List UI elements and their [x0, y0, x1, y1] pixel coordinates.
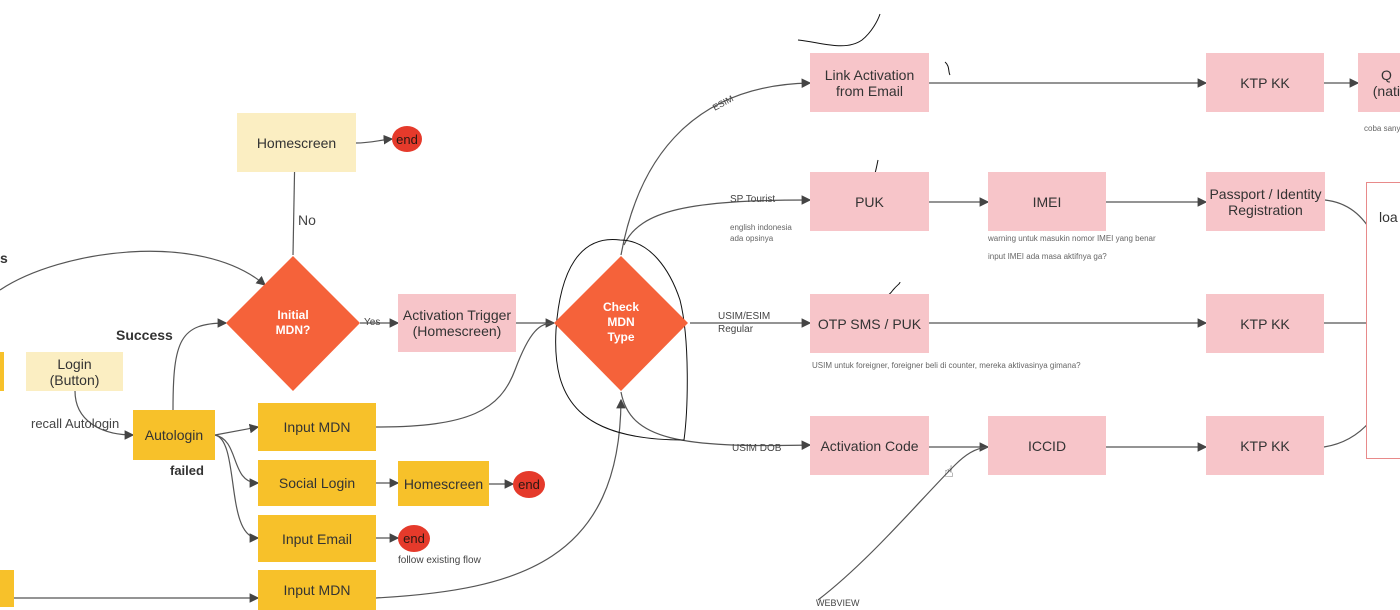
english-note: english indonesia ada opsinya [730, 223, 792, 243]
check-to-link [620, 78, 812, 256]
autologin-node[interactable]: Autologin [133, 410, 215, 460]
follow-existing-label: follow existing flow [398, 555, 481, 566]
social-login-node[interactable]: Social Login [258, 460, 376, 506]
inputmdn-to-check [375, 322, 555, 428]
input-mdn-node-2[interactable]: Input MDN [258, 570, 376, 610]
login-button-node[interactable]: Login (Button) [26, 352, 123, 391]
ktp-kk-node-2[interactable]: KTP KK [1206, 294, 1324, 353]
usim-esim-label: USIM/ESIM Regular [718, 311, 771, 335]
usim-dob-label: USIM DOB [732, 443, 782, 454]
hand-cursor-icon: ☝ [944, 464, 954, 481]
check-to-activation [620, 391, 812, 450]
q-node-partial[interactable]: Q (nati [1358, 53, 1400, 112]
check-mdn-diamond [554, 256, 688, 391]
input-email-node[interactable]: Input Email [258, 515, 376, 562]
yes-label: Yes [364, 317, 381, 328]
imei-node[interactable]: IMEI [988, 172, 1106, 231]
left-edge-block-1 [0, 352, 4, 391]
incoming-curve [0, 250, 266, 291]
webview-curve [817, 446, 989, 601]
activation-trigger-node[interactable]: Activation Trigger (Homescreen) [398, 294, 516, 352]
loa-container-partial[interactable]: loa [1366, 182, 1400, 459]
iccid-node[interactable]: ICCID [988, 416, 1106, 475]
sketch-mark-4 [944, 61, 951, 76]
homescreen-top-node[interactable]: Homescreen [237, 113, 356, 172]
autologin-to-email [214, 434, 260, 543]
end-node-2[interactable]: end [513, 471, 545, 498]
usim-note: USIM untuk foreigner, foreigner beli di … [812, 361, 1081, 370]
coba-note: coba sany [1364, 124, 1400, 133]
webview-label: WEBVIEW [816, 598, 860, 608]
s-partial-label: s [0, 250, 8, 266]
homescreen-to-end [355, 134, 394, 145]
sp-tourist-label: SP Tourist [730, 194, 776, 205]
no-label: No [298, 212, 316, 228]
end-node-3[interactable]: end [398, 525, 430, 552]
ktp-kk-node-3[interactable]: KTP KK [1206, 416, 1324, 475]
login-to-autologin [74, 390, 135, 440]
success-label: Success [116, 327, 173, 343]
ktp-kk-node-1[interactable]: KTP KK [1206, 53, 1324, 112]
check-to-puk [623, 195, 812, 246]
input-imei-note: input IMEI ada masa aktifnya ga? [988, 252, 1107, 261]
otp-sms-puk-node[interactable]: OTP SMS / PUK [810, 294, 929, 353]
puk-node[interactable]: PUK [810, 172, 929, 231]
recall-autologin-label: recall Autologin [31, 416, 120, 431]
sketch-circle [555, 239, 688, 441]
inputmdn2-to-check [375, 398, 626, 599]
end-node-1[interactable]: end [392, 126, 422, 152]
sketch-mark-1 [797, 13, 881, 47]
link-activation-node[interactable]: Link Activation from Email [810, 53, 929, 112]
activation-code-node[interactable]: Activation Code [810, 416, 929, 475]
failed-label: failed [170, 463, 204, 478]
autologin-to-social [214, 434, 260, 488]
autologin-to-initial [172, 318, 228, 411]
input-mdn-node-1[interactable]: Input MDN [258, 403, 376, 451]
initial-mdn-diamond [226, 256, 360, 391]
homescreen-social-node[interactable]: Homescreen [398, 461, 489, 506]
passport-node[interactable]: Passport / Identity Registration [1206, 172, 1325, 231]
left-edge-block-2 [0, 570, 14, 607]
loa-label: loa [1379, 209, 1398, 225]
autologin-to-inputmdn [214, 423, 260, 436]
warning-note: warning untuk masukin nomor IMEI yang be… [988, 234, 1156, 243]
